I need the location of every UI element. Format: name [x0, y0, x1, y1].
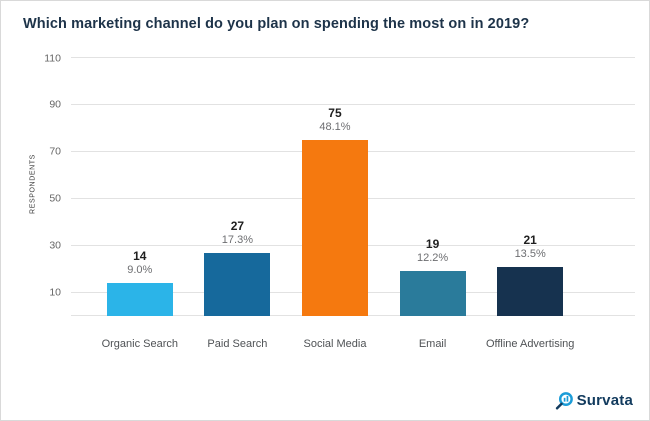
x-axis-labels: Organic Search Paid Search Social Media Ema…: [91, 338, 579, 350]
bars-group: 14 9.0% 27 17.3% 75 48.1% 19 12.2% 21 13.5%: [91, 51, 579, 316]
chart-title: Which marketing channel do you plan on s…: [23, 16, 530, 32]
bar-percent-label: 9.0%: [127, 263, 153, 276]
bar-value-label: 14: [133, 248, 147, 263]
x-axis-label-social-media: Social Media: [303, 338, 367, 350]
y-tick-label: 10: [49, 286, 61, 299]
bar-value-label: 21: [523, 232, 537, 247]
bar-column-email: 19 12.2%: [384, 51, 482, 316]
x-axis-label-offline-advertising: Offline Advertising: [485, 338, 575, 350]
bar-email: [399, 271, 466, 316]
survata-wordmark: Survata: [576, 392, 633, 409]
survata-logo: Survata: [555, 391, 633, 410]
y-tick-label: 70: [49, 145, 61, 158]
x-axis-label-organic-search: Organic Search: [101, 338, 179, 350]
bar-column-paid-search: 27 17.3%: [189, 51, 287, 316]
y-tick-label: 110: [44, 51, 61, 64]
y-tick-label: 50: [49, 192, 61, 205]
bar-organic-search: [106, 283, 173, 316]
y-axis: RESPONDENTS 10 30 50 70 90 110: [19, 51, 71, 316]
gridline: [71, 57, 635, 59]
magnifier-icon: [555, 391, 574, 410]
bar-column-social-media: 75 48.1%: [286, 51, 384, 316]
bar-percent-label: 12.2%: [416, 252, 449, 265]
x-axis-label-email: Email: [418, 338, 447, 350]
bar-percent-label: 48.1%: [319, 120, 351, 133]
y-tick-label: 90: [49, 98, 61, 111]
plot-area: 14 9.0% 27 17.3% 75 48.1% 19 12.2% 21 13.5%: [71, 51, 635, 316]
bar-paid-search: [204, 252, 271, 316]
bar-social-media: [301, 140, 368, 316]
bar-offline-advertising: [497, 266, 564, 316]
y-tick-label: 30: [49, 239, 61, 252]
y-axis-label: RESPONDENTS: [29, 153, 37, 214]
bar-chart: RESPONDENTS 10 30 50 70 90 110 14 9.0% 27 17.3% 7…: [19, 51, 635, 363]
bar-column-organic-search: 14 9.0%: [91, 51, 189, 316]
bar-value-label: 27: [230, 218, 245, 233]
bar-percent-label: 13.5%: [514, 247, 546, 260]
bar-percent-label: 17.3%: [221, 233, 253, 246]
bar-value-label: 75: [328, 105, 342, 120]
bar-column-offline-advertising: 21 13.5%: [481, 51, 579, 316]
x-axis-label-paid-search: Paid Search: [207, 338, 268, 350]
plot-wrap: 14 9.0% 27 17.3% 75 48.1% 19 12.2% 21 13.5% Organ…: [71, 51, 635, 363]
bar-value-label: 19: [425, 237, 440, 252]
gridline: [71, 103, 635, 105]
